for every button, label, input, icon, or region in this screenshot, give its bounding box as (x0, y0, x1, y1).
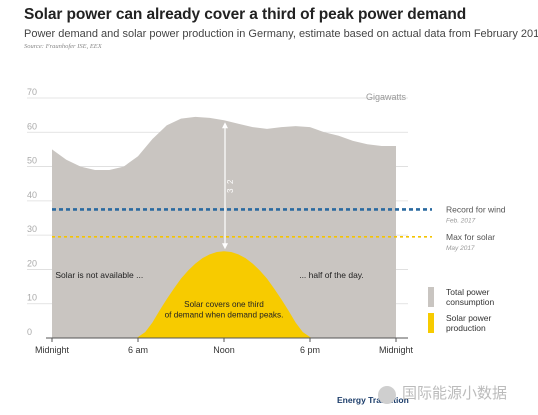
reference-sublabel: Feb. 2017 (446, 217, 476, 224)
x-tick-label: Midnight (35, 345, 70, 355)
legend-swatch (428, 287, 434, 307)
chart-subtitle: Power demand and solar power production … (24, 28, 538, 40)
x-tick-label: 6 pm (300, 345, 320, 355)
legend-label: consumption (446, 297, 494, 307)
x-tick-label: 6 am (128, 345, 148, 355)
arrow-up-icon (222, 122, 228, 129)
legend-label: Solar power (446, 313, 492, 323)
brand-logo-text: Energy Transition (337, 395, 409, 405)
annotations: 2 3 Solar is not available ... ... half of … (55, 122, 364, 319)
y-tick-label: 60 (27, 121, 37, 131)
watermark-text: 国际能源小数据 (402, 385, 508, 402)
legend-swatch (428, 313, 434, 333)
chart-source: Source: Fraunhofer ISE, EEX (24, 43, 102, 50)
fraction-denominator: 3 (226, 188, 235, 193)
footer-brand: Energy Transition (337, 395, 409, 405)
legend-label: production (446, 323, 486, 333)
arrow-down-icon (222, 243, 228, 250)
y-tick-label: 70 (27, 87, 37, 97)
y-tick-label: 40 (27, 190, 37, 200)
annotation-text: ... half of the day. (299, 270, 364, 280)
x-tick-label: Noon (213, 345, 235, 355)
solar-callout-text: Solar covers one third (184, 300, 264, 309)
reference-label: Max for solar (446, 232, 495, 242)
fraction-numerator: 2 (226, 179, 235, 184)
chart-title: Solar power can already cover a third of… (24, 6, 467, 23)
legend-label: Total power (446, 287, 490, 297)
y-tick-label: 10 (27, 293, 37, 303)
y-tick-label: 50 (27, 156, 37, 166)
axes: Midnight 6 am Noon 6 pm Midnight (35, 337, 414, 355)
y-tick-label: 0 (27, 327, 32, 337)
solar-area (136, 251, 312, 338)
reference-label: Record for wind (446, 204, 506, 214)
reference-sublabel: May 2017 (446, 245, 475, 252)
x-tick-label: Midnight (379, 345, 414, 355)
y-axis-unit: Gigawatts (366, 92, 407, 102)
reference-lines: Record for wind Feb. 2017 Max for solar May… (52, 204, 506, 252)
solar-callout-text: of demand when demand peaks. (165, 310, 284, 319)
consumption-area (52, 116, 396, 338)
series-areas (52, 116, 396, 338)
y-tick-label: 30 (27, 224, 37, 234)
annotation-text: Solar is not available ... (55, 270, 143, 280)
y-tick-label: 20 (27, 258, 37, 268)
watermark-logo-icon (378, 386, 396, 404)
